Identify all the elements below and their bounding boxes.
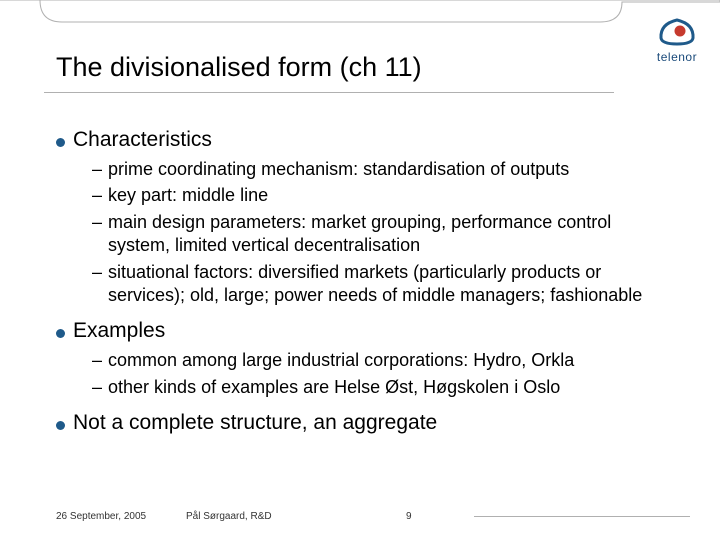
footer-rule xyxy=(474,516,690,517)
list-item: –common among large industrial corporati… xyxy=(92,349,670,372)
section-label: Not a complete structure, an aggregate xyxy=(73,411,437,435)
list-item: –other kinds of examples are Helse Øst, … xyxy=(92,376,670,399)
slide-title: The divisionalised form (ch 11) xyxy=(56,52,422,83)
characteristics-items: –prime coordinating mechanism: standardi… xyxy=(92,158,670,307)
section-label: Characteristics xyxy=(73,128,212,152)
bullet-icon xyxy=(56,329,65,338)
section-examples: Examples xyxy=(56,319,670,343)
list-item: –key part: middle line xyxy=(92,184,670,207)
examples-items: –common among large industrial corporati… xyxy=(92,349,670,399)
title-underline xyxy=(44,92,614,93)
bullet-icon xyxy=(56,421,65,430)
footer-page-number: 9 xyxy=(406,511,466,522)
logo-text: telenor xyxy=(656,50,698,64)
list-item: –prime coordinating mechanism: standardi… xyxy=(92,158,670,181)
footer-author: Pål Sørgaard, R&D xyxy=(186,511,406,522)
section-aggregate: Not a complete structure, an aggregate xyxy=(56,411,670,435)
bullet-icon xyxy=(56,138,65,147)
list-item: –situational factors: diversified market… xyxy=(92,261,670,308)
section-label: Examples xyxy=(73,319,165,343)
slide-footer: 26 September, 2005 Pål Sørgaard, R&D 9 xyxy=(56,511,690,522)
footer-date: 26 September, 2005 xyxy=(56,511,186,522)
top-border-curve xyxy=(0,0,720,30)
telenor-logo: telenor xyxy=(656,14,698,64)
section-characteristics: Characteristics xyxy=(56,128,670,152)
slide-content: Characteristics –prime coordinating mech… xyxy=(56,128,670,439)
list-item: –main design parameters: market grouping… xyxy=(92,211,670,258)
